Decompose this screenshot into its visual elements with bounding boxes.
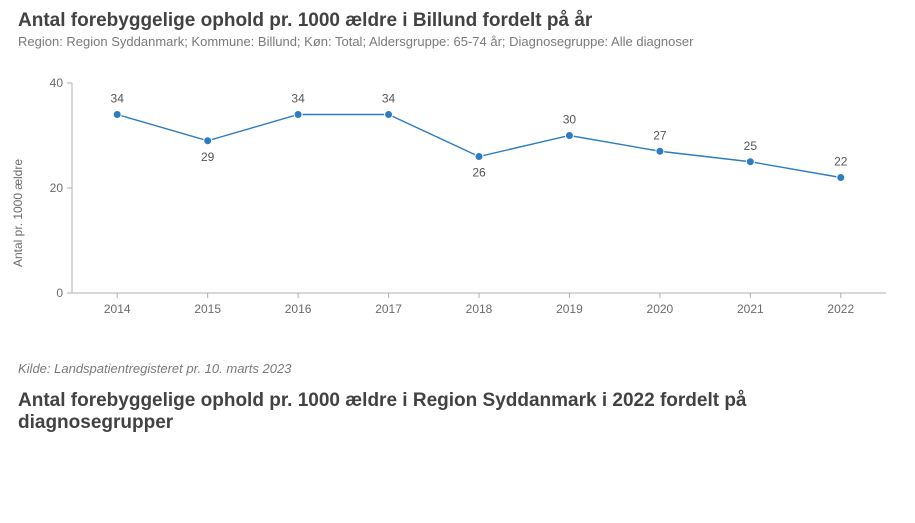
svg-text:34: 34	[111, 92, 125, 106]
second-chart-title: Antal forebyggelige ophold pr. 1000 ældr…	[18, 390, 897, 434]
svg-text:26: 26	[472, 166, 486, 180]
svg-text:40: 40	[50, 76, 64, 90]
svg-text:22: 22	[834, 155, 848, 169]
line-chart: Antal pr. 1000 ældre 0204020142015201620…	[26, 73, 896, 353]
svg-text:0: 0	[56, 286, 63, 300]
svg-text:2022: 2022	[827, 302, 854, 316]
svg-text:34: 34	[382, 92, 396, 106]
svg-text:2016: 2016	[285, 302, 312, 316]
svg-text:2018: 2018	[466, 302, 493, 316]
svg-text:2021: 2021	[737, 302, 764, 316]
svg-text:25: 25	[744, 139, 758, 153]
svg-text:2019: 2019	[556, 302, 583, 316]
svg-text:2017: 2017	[375, 302, 402, 316]
svg-text:30: 30	[563, 113, 577, 127]
svg-text:34: 34	[291, 92, 305, 106]
svg-text:20: 20	[50, 181, 64, 195]
y-axis-label: Antal pr. 1000 ældre	[11, 159, 25, 267]
svg-text:2014: 2014	[104, 302, 131, 316]
chart-subtitle: Region: Region Syddanmark; Kommune: Bill…	[18, 34, 897, 49]
svg-text:2015: 2015	[194, 302, 221, 316]
source-text: Kilde: Landspatientregisteret pr. 10. ma…	[18, 361, 897, 376]
svg-text:29: 29	[201, 150, 215, 164]
svg-text:2020: 2020	[647, 302, 674, 316]
chart-canvas: 0 20 40 2014 2015 2016 2017 2018 2019 2020 2021 202…	[26, 73, 896, 333]
chart-title: Antal forebyggelige ophold pr. 1000 ældr…	[18, 10, 897, 32]
svg-text:27: 27	[653, 128, 667, 142]
